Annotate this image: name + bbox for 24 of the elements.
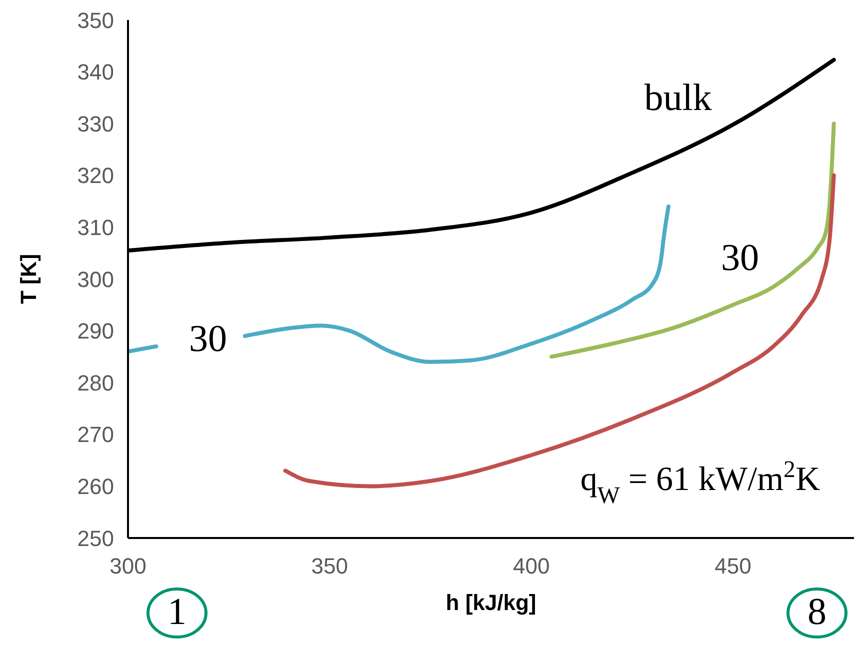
y-tick-label: 340: [77, 60, 114, 85]
y-tick-label: 280: [77, 370, 114, 396]
y-tick-label: 320: [77, 163, 114, 188]
x-tick-label: 400: [512, 554, 550, 579]
x-axis-title: h [kJ/kg]: [446, 590, 536, 615]
y-axis-title: T [K]: [16, 254, 41, 304]
x-tick-label: 350: [311, 554, 348, 579]
annotation: 30: [189, 318, 227, 360]
annotation: q$_{W}$ = 61 kW/m$^{2}$K: [580, 457, 820, 509]
y-tick-label: 350: [77, 8, 114, 33]
y-tick-label: 250: [77, 526, 114, 551]
y-tick-label: 300: [77, 266, 114, 292]
y-tick-label: 270: [77, 422, 114, 448]
text: 8: [806, 590, 828, 634]
x-tick-label: 300: [110, 554, 146, 579]
annotation: bulk: [644, 77, 712, 119]
y-tick-label: 260: [77, 474, 114, 500]
x-tick-label: 450: [714, 554, 752, 579]
text: 1: [166, 590, 188, 634]
y-tick-label: 290: [77, 318, 114, 344]
line-series: [550, 122, 836, 359]
y-tick-label: 330: [77, 111, 114, 136]
y-tick-label: 310: [77, 215, 114, 240]
annotation: 30: [721, 237, 759, 279]
